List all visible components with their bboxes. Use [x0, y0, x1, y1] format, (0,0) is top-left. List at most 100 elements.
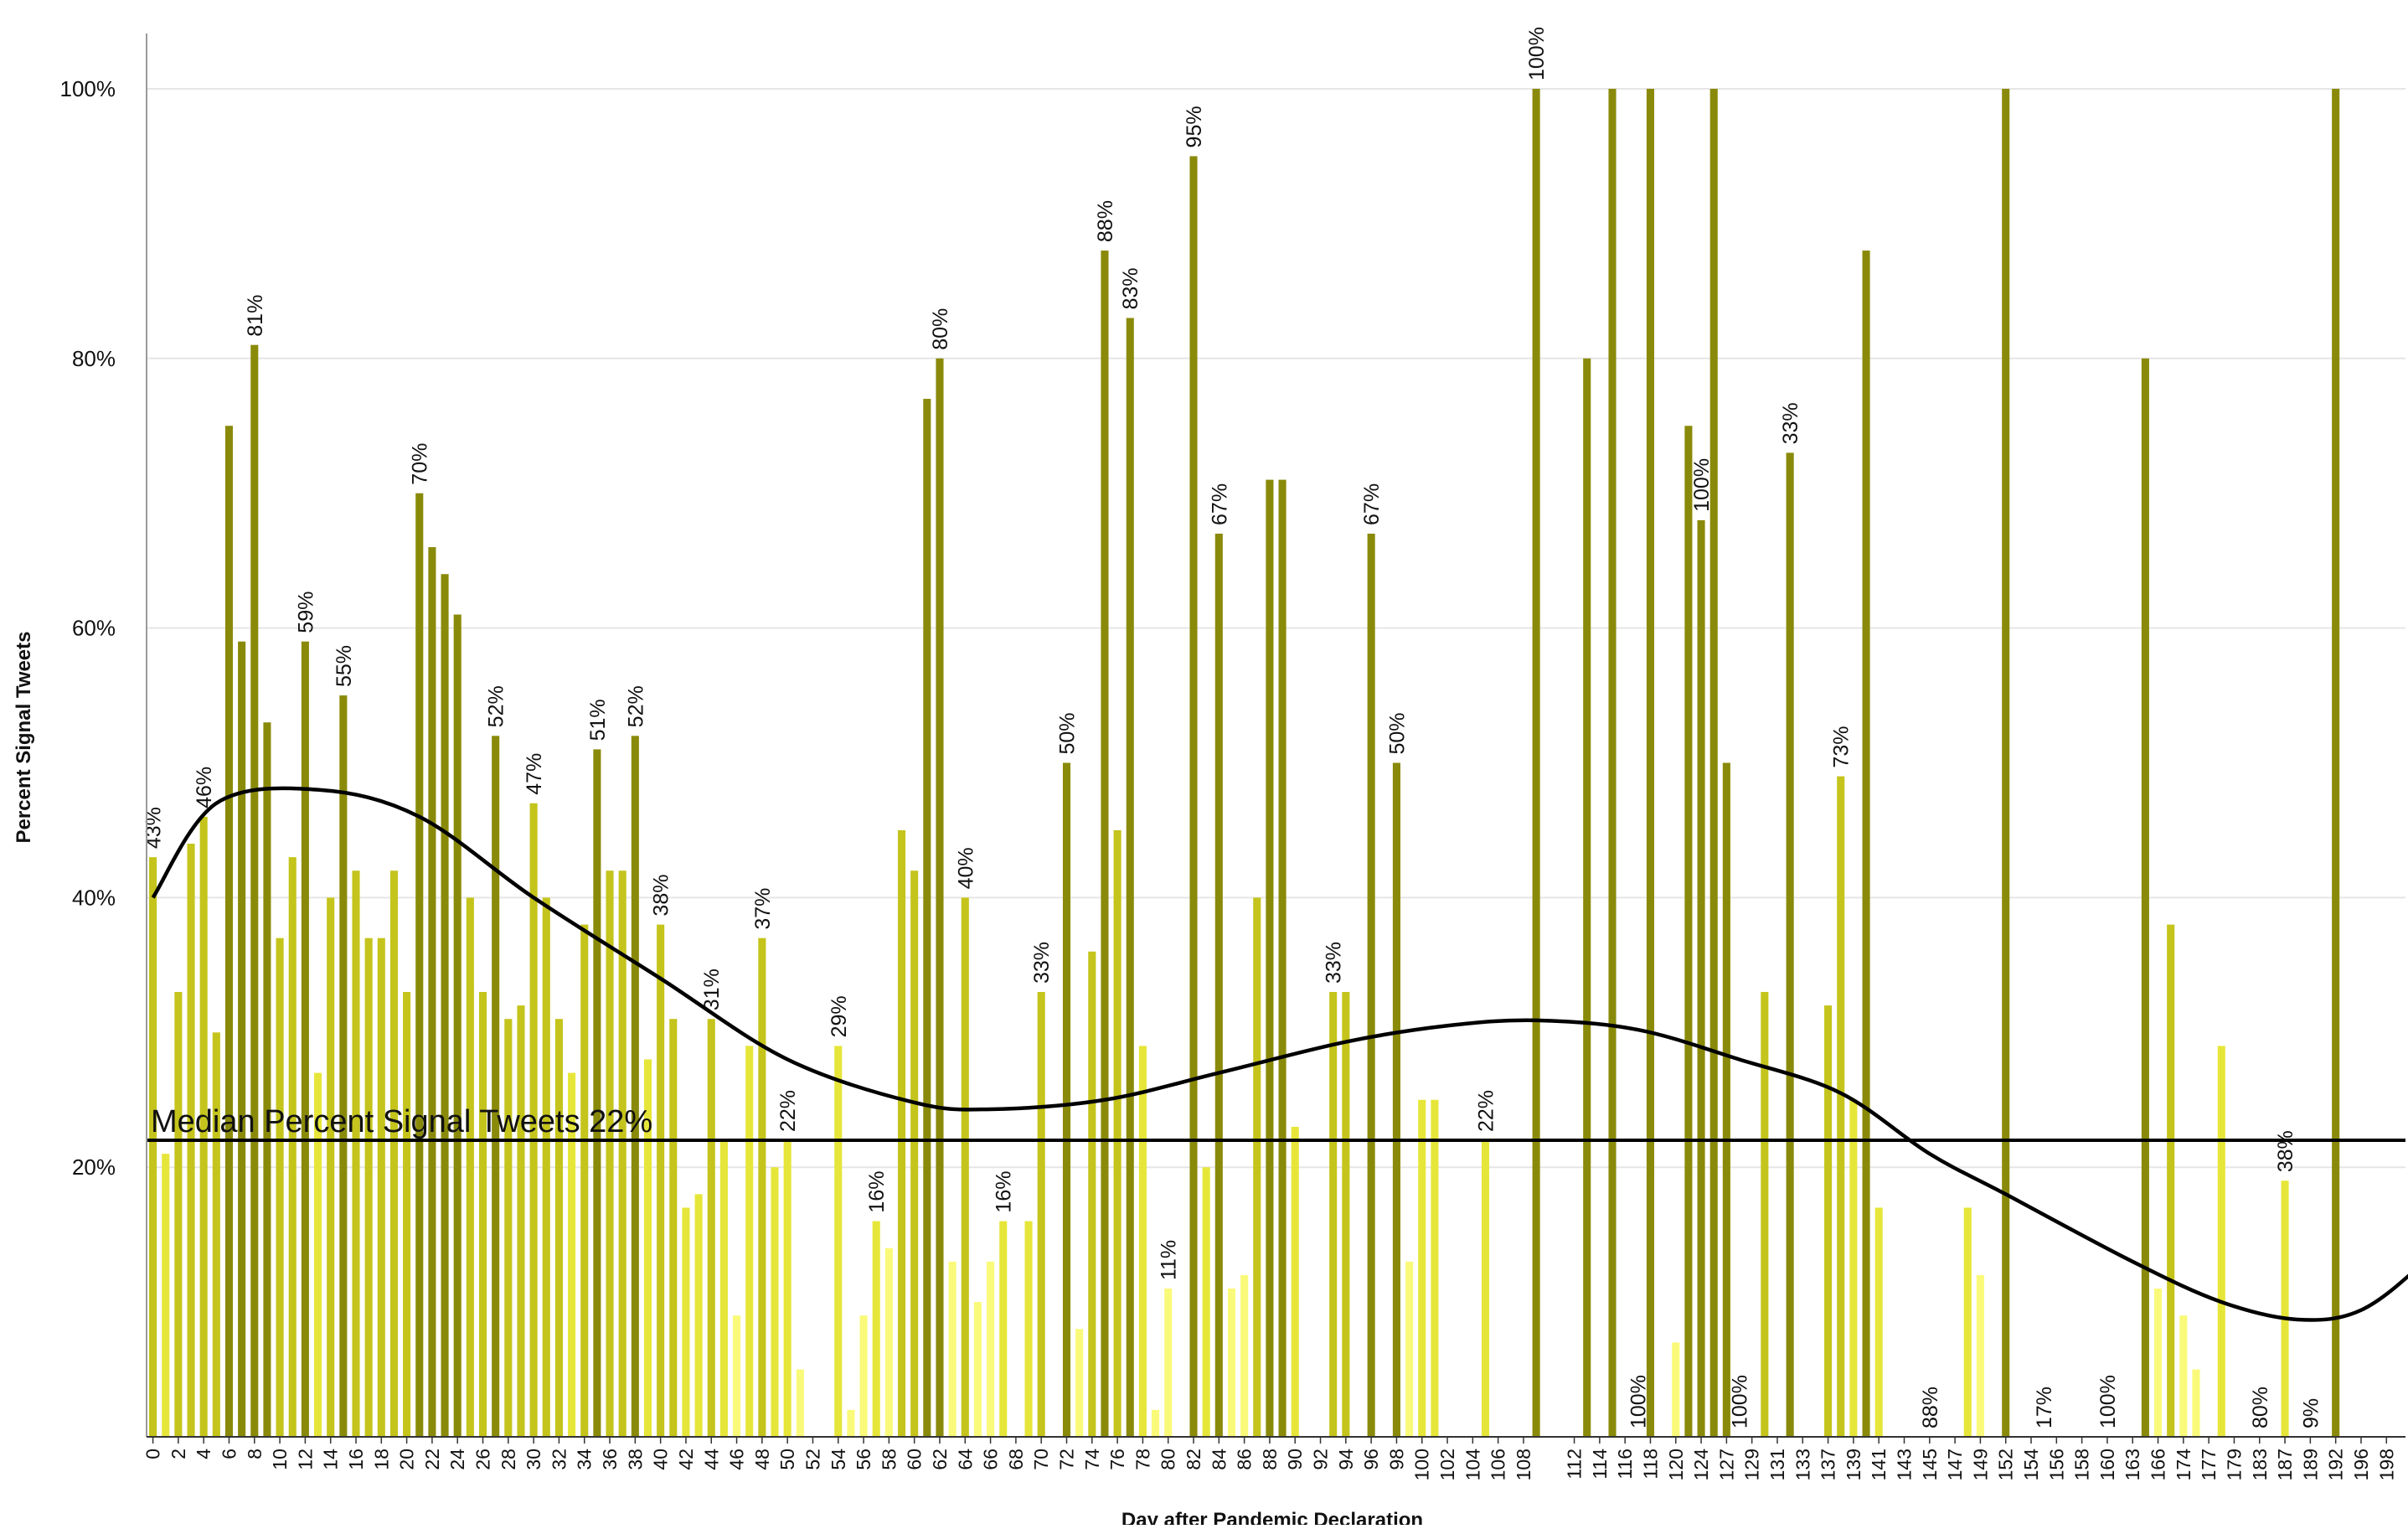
- bar: [2179, 1315, 2188, 1437]
- bar: [606, 870, 614, 1437]
- bar: [1329, 992, 1338, 1437]
- bar: [618, 870, 626, 1437]
- bar: [1709, 89, 1718, 1437]
- y-tick-label: 40%: [72, 885, 116, 910]
- x-tick-label: 48: [751, 1449, 773, 1470]
- x-tick-label: 147: [1944, 1449, 1966, 1480]
- data-label: 70%: [409, 443, 432, 485]
- bar: [478, 992, 487, 1437]
- bar: [694, 1194, 703, 1437]
- data-label: 9%: [2299, 1398, 2323, 1428]
- data-label: 88%: [1919, 1387, 1942, 1428]
- bar: [631, 736, 639, 1437]
- data-label: 95%: [1183, 106, 1206, 147]
- bar: [1062, 762, 1071, 1437]
- x-tick-label: 50: [776, 1449, 798, 1470]
- data-label: 100%: [1525, 27, 1549, 80]
- x-tick-label: 8: [244, 1449, 266, 1459]
- bar: [758, 938, 766, 1437]
- x-tick-label: 86: [1234, 1449, 1256, 1470]
- x-tick-label: 32: [548, 1449, 570, 1470]
- bar: [1101, 251, 1109, 1438]
- x-tick-label: 96: [1360, 1449, 1382, 1470]
- data-label: 33%: [1323, 942, 1346, 984]
- x-tick-label: 104: [1462, 1449, 1483, 1481]
- bar: [389, 870, 399, 1437]
- bar: [377, 938, 385, 1437]
- bar: [1392, 762, 1400, 1437]
- bar: [1608, 89, 1617, 1437]
- data-label: 40%: [954, 847, 977, 889]
- bar: [1976, 1274, 1984, 1437]
- bar: [1164, 1289, 1173, 1437]
- bar: [961, 897, 969, 1437]
- x-tick-label: 141: [1868, 1449, 1890, 1480]
- x-tick-label: 68: [1005, 1449, 1027, 1470]
- bar: [910, 870, 919, 1437]
- x-tick-label: 137: [1818, 1449, 1839, 1480]
- bar: [1266, 479, 1274, 1437]
- bar: [1278, 479, 1287, 1437]
- bar: [162, 1154, 170, 1437]
- x-tick-label: 179: [2223, 1449, 2245, 1480]
- x-tick-label: 58: [878, 1449, 900, 1470]
- bar: [796, 1369, 804, 1437]
- data-label: 22%: [776, 1090, 800, 1132]
- bar: [643, 1059, 652, 1437]
- x-tick-label: 26: [472, 1449, 494, 1470]
- data-label: 52%: [624, 685, 647, 727]
- data-label: 38%: [2274, 1130, 2297, 1172]
- x-tick-label: 30: [523, 1449, 544, 1470]
- x-tick-label: 56: [853, 1449, 874, 1470]
- bar: [554, 1019, 563, 1437]
- x-tick-label: 149: [1969, 1449, 1991, 1480]
- x-tick-label: 160: [2096, 1449, 2118, 1480]
- bar: [199, 816, 208, 1437]
- bar: [1874, 1207, 1883, 1437]
- x-tick-label: 114: [1589, 1449, 1611, 1480]
- x-tick-label: 42: [675, 1449, 697, 1470]
- x-tick-label: 6: [218, 1449, 240, 1459]
- x-tick-label: 10: [269, 1449, 291, 1470]
- x-tick-label: 196: [2350, 1449, 2372, 1480]
- x-tick-label: 154: [2020, 1449, 2042, 1481]
- bar: [1418, 1099, 1426, 1437]
- bar: [923, 399, 931, 1437]
- data-label: 100%: [1729, 1375, 1752, 1428]
- bar: [1963, 1207, 1972, 1437]
- bar: [1532, 89, 1540, 1437]
- bar: [783, 1140, 791, 1437]
- data-label: 100%: [1627, 1375, 1650, 1428]
- x-tick-label: 174: [2173, 1449, 2194, 1481]
- bar: [1113, 829, 1121, 1437]
- x-tick-label: 22: [421, 1449, 443, 1470]
- bar: [1405, 1261, 1414, 1437]
- bar: [872, 1221, 880, 1437]
- data-label: 81%: [244, 295, 267, 337]
- data-label: 50%: [1055, 712, 1079, 754]
- bar: [1227, 1289, 1236, 1437]
- data-labels: 43% 46% 81% 59% 55% 70% 52% 47% 51% 52% 38% 31% 37% 2…: [142, 0, 2398, 1428]
- bar: [987, 1261, 995, 1437]
- x-tick-label: 38: [624, 1449, 646, 1470]
- median-line-group: Median Percent Signal Tweets 22%: [147, 1104, 2405, 1143]
- x-tick-label: 189: [2299, 1449, 2321, 1480]
- x-tick-label: 70: [1030, 1449, 1052, 1470]
- x-tick-label: 34: [574, 1449, 596, 1470]
- y-tick-label: 80%: [72, 346, 116, 371]
- bar: [1824, 1005, 1833, 1437]
- data-label: 59%: [294, 591, 317, 633]
- x-tick-label: 12: [294, 1449, 316, 1470]
- bar: [276, 938, 284, 1437]
- data-label: 33%: [1030, 942, 1054, 984]
- x-tick-label: 28: [498, 1449, 519, 1470]
- data-label: 38%: [650, 875, 673, 917]
- bar: [288, 857, 296, 1437]
- bar: [1646, 89, 1655, 1437]
- x-tick-label: 60: [904, 1449, 926, 1470]
- bar: [2153, 1289, 2163, 1437]
- bar: [224, 426, 234, 1437]
- y-tick-label: 100%: [60, 76, 116, 101]
- bar: [719, 1140, 728, 1437]
